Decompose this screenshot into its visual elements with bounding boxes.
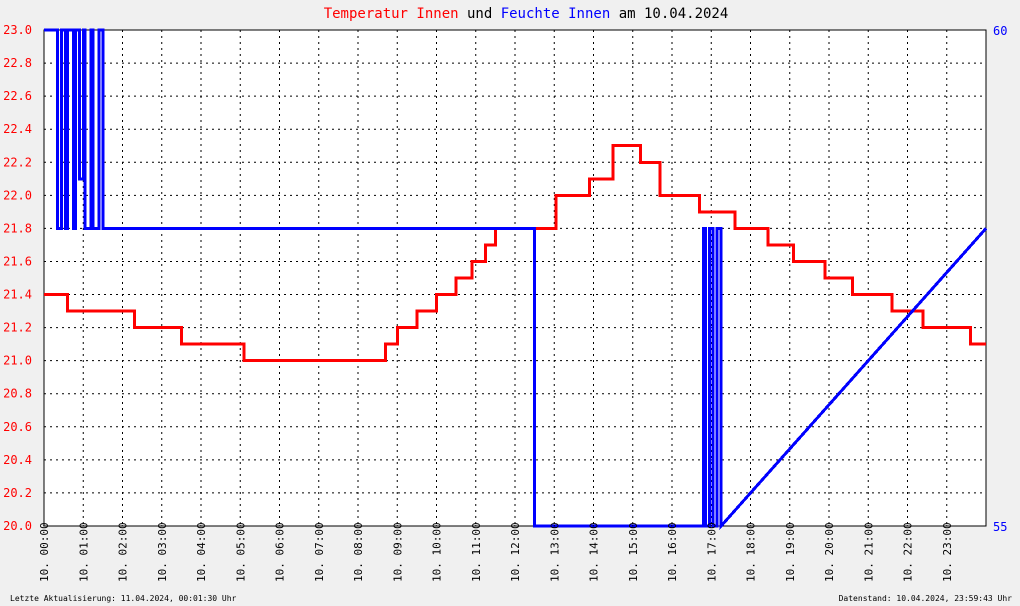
- chart-title: Temperatur Innen und Feuchte Innen am 10…: [324, 6, 729, 22]
- y-left-tick-label: 20.4: [3, 453, 32, 467]
- y-left-tick-label: 22.2: [3, 155, 32, 169]
- y-left-tick-label: 22.6: [3, 89, 32, 103]
- y-left-tick-label: 23.0: [3, 23, 32, 37]
- series-line: [44, 144, 986, 363]
- title-segment: am 10.04.2024: [610, 6, 728, 22]
- series-line: [44, 28, 988, 530]
- y-left-tick-label: 21.4: [3, 288, 32, 302]
- y-left-tick-label: 20.2: [3, 486, 32, 500]
- y-left-tick-label: 21.0: [3, 354, 32, 368]
- x-tick-label: 10. 10:00: [431, 522, 444, 582]
- x-tick-label: 10. 17:00: [705, 522, 718, 582]
- series-layer: [44, 28, 988, 530]
- x-tick-label: 10. 18:00: [745, 522, 758, 582]
- x-tick-label: 10. 01:00: [77, 522, 90, 582]
- y-left-tick-label: 20.8: [3, 387, 32, 401]
- x-tick-label: 10. 21:00: [862, 522, 875, 582]
- y-left-tick-label: 21.8: [3, 221, 32, 235]
- x-tick-label: 10. 07:00: [313, 522, 326, 582]
- y-left-tick-label: 22.0: [3, 188, 32, 202]
- x-tick-label: 10. 02:00: [117, 522, 130, 582]
- title-segment: Feuchte Innen: [501, 6, 611, 22]
- y-left-tick-label: 20.6: [3, 420, 32, 434]
- grid-layer: [44, 30, 986, 526]
- x-tick-label: 10. 06:00: [274, 522, 287, 582]
- left-axis: 20.0 20.2 20.4 20.6 20.8 21.0 21.2 21.4 21.6 21.8…: [3, 23, 32, 533]
- footer-right: Datenstand: 10.04.2024, 23:59:43 Uhr: [839, 594, 1013, 603]
- x-tick-label: 10. 23:00: [941, 522, 954, 582]
- x-tick-label: 10. 03:00: [156, 522, 169, 582]
- x-tick-label: 10. 04:00: [195, 522, 208, 582]
- y-left-tick-label: 22.8: [3, 56, 32, 70]
- x-tick-label: 10. 22:00: [902, 522, 915, 582]
- y-right-tick-label: 60: [993, 24, 1007, 38]
- x-tick-label: 10. 13:00: [548, 522, 561, 582]
- x-tick-label: 10. 19:00: [784, 522, 797, 582]
- right-axis: 55 60: [993, 24, 1007, 534]
- y-left-tick-label: 20.0: [3, 519, 32, 533]
- x-tick-label: 10. 15:00: [627, 522, 640, 582]
- x-tick-label: 10. 08:00: [352, 522, 365, 582]
- y-left-tick-label: 21.2: [3, 321, 32, 335]
- x-tick-label: 10. 05:00: [234, 522, 247, 582]
- x-tick-label: 10. 20:00: [823, 522, 836, 582]
- y-right-tick-label: 55: [993, 520, 1007, 534]
- title-segment: und: [459, 6, 501, 22]
- footer-left: Letzte Aktualisierung: 11.04.2024, 00:01…: [10, 594, 237, 603]
- x-tick-label: 10. 11:00: [470, 522, 483, 582]
- x-tick-label: 10. 09:00: [391, 522, 404, 582]
- x-axis: 10. 00:00 10. 01:00 10. 02:00 10. 03:00 10. …: [38, 522, 954, 582]
- title-segment: Temperatur Innen: [324, 6, 459, 22]
- x-tick-label: 10. 16:00: [666, 522, 679, 582]
- y-left-tick-label: 22.4: [3, 122, 32, 136]
- x-tick-label: 10. 00:00: [38, 522, 51, 582]
- x-tick-label: 10. 14:00: [588, 522, 601, 582]
- x-tick-label: 10. 12:00: [509, 522, 522, 582]
- y-left-tick-label: 21.6: [3, 254, 32, 268]
